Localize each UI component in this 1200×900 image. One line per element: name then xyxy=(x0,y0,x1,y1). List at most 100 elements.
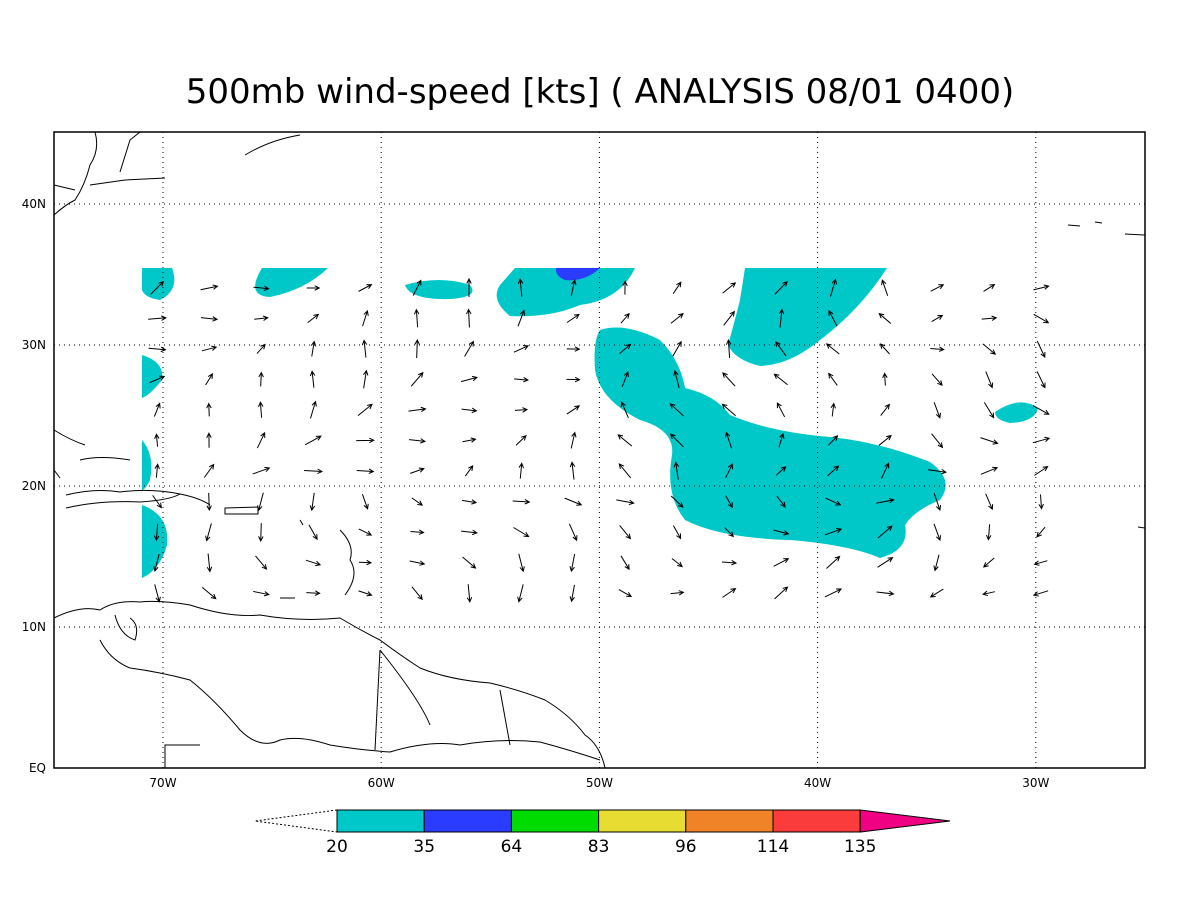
colorbar-label: 135 xyxy=(844,837,876,857)
wind-arrow xyxy=(619,343,632,354)
wind-arrow xyxy=(773,558,790,567)
colorbar-label: 20 xyxy=(326,837,348,857)
wind-arrow xyxy=(620,401,629,418)
wind-arrow xyxy=(205,373,214,386)
coastline xyxy=(1067,221,1146,529)
wind-arrow xyxy=(154,463,160,478)
wind-arrow xyxy=(255,555,268,570)
wind-arrow xyxy=(616,499,635,506)
wind-arrow xyxy=(513,527,530,538)
wind-arrow xyxy=(566,346,581,352)
shade-region xyxy=(496,268,635,317)
wind-arrow xyxy=(1036,371,1046,389)
wind-arrow xyxy=(258,371,264,387)
wind-arrow xyxy=(517,278,524,297)
wind-arrow xyxy=(670,590,685,596)
colorbar-segment xyxy=(423,809,512,833)
wind-arrow xyxy=(566,376,581,383)
wind-arrow xyxy=(670,495,684,508)
wind-arrow xyxy=(461,529,478,536)
wind-arrow xyxy=(358,559,373,566)
wind-arrow xyxy=(566,405,581,415)
wind-arrow xyxy=(153,523,160,542)
wind-arrow xyxy=(570,431,577,449)
coastline xyxy=(53,131,301,216)
wind-arrow xyxy=(880,462,890,479)
shade-region xyxy=(995,402,1038,423)
shade-region xyxy=(142,355,163,398)
wind-arrow xyxy=(826,555,841,569)
wind-arrow xyxy=(464,340,474,357)
wind-arrow xyxy=(518,553,525,573)
wind-arrow xyxy=(828,435,839,446)
x-tick-label: 30W xyxy=(1022,776,1049,790)
wind-arrow xyxy=(931,433,944,449)
wind-arrow xyxy=(877,525,893,539)
wind-arrow xyxy=(722,587,737,598)
colorbar-segment xyxy=(336,809,425,833)
shade-region xyxy=(142,505,168,578)
wind-arrow xyxy=(1032,405,1050,415)
wind-arrow xyxy=(776,402,786,418)
wind-arrow xyxy=(1034,466,1049,476)
wind-arrow xyxy=(200,316,219,322)
colorbar-over xyxy=(859,809,951,833)
wind-arrow xyxy=(569,584,575,603)
wind-arrow xyxy=(357,403,373,417)
wind-arrow xyxy=(877,557,894,568)
wind-arrow xyxy=(306,285,321,291)
wind-arrow xyxy=(203,463,215,478)
wind-arrow xyxy=(310,400,317,419)
colorbar-segment xyxy=(772,809,861,833)
wind-arrow xyxy=(773,529,790,536)
wind-arrow xyxy=(414,338,420,359)
wind-arrow xyxy=(517,584,524,603)
wind-arrow xyxy=(669,403,684,417)
wind-arrow xyxy=(825,497,842,506)
wind-arrow xyxy=(150,280,165,295)
wind-arrow xyxy=(980,437,999,445)
wind-arrow xyxy=(985,371,994,389)
wind-arrow xyxy=(878,312,892,324)
wind-arrow xyxy=(361,494,369,510)
wind-arrow xyxy=(201,586,217,600)
wind-arrow xyxy=(363,369,369,389)
coastline xyxy=(114,614,511,751)
wind-arrow xyxy=(152,495,162,509)
wind-arrow xyxy=(824,527,843,536)
wind-arrow xyxy=(673,369,680,389)
wind-arrow xyxy=(200,284,219,291)
wind-arrow xyxy=(256,343,266,354)
wind-arrow xyxy=(725,495,733,509)
shade-region xyxy=(142,440,152,490)
wind-arrow xyxy=(564,497,583,506)
wind-arrow xyxy=(928,468,947,475)
wind-arrow xyxy=(933,554,940,572)
shade-region xyxy=(405,280,473,300)
wind-shading xyxy=(142,268,1038,578)
map-title: 500mb wind-speed [kts] ( ANALYSIS 08/01 … xyxy=(186,72,1014,112)
wind-arrow xyxy=(773,373,788,386)
wind-arrow xyxy=(983,283,996,292)
wind-arrow xyxy=(309,492,316,512)
wind-arrow xyxy=(775,340,787,357)
wind-arrow xyxy=(725,431,733,449)
wind-arrow xyxy=(670,313,684,324)
shade-region xyxy=(555,268,600,281)
graticule xyxy=(54,132,1145,768)
wind-arrow xyxy=(1033,313,1050,324)
wind-arrow xyxy=(669,433,684,448)
wind-arrow xyxy=(776,495,786,508)
wind-arrow xyxy=(672,525,682,540)
wind-arrow xyxy=(721,559,738,566)
shade-region xyxy=(255,268,328,297)
wind-arrow xyxy=(828,372,838,386)
x-tick-label: 40W xyxy=(804,776,831,790)
wind-arrow xyxy=(774,586,789,600)
wind-arrow xyxy=(930,284,945,292)
wind-vectors xyxy=(148,277,1051,603)
wind-arrow xyxy=(149,375,166,384)
wind-arrow xyxy=(672,340,682,357)
shade-region xyxy=(142,268,175,300)
wind-arrow xyxy=(882,372,888,386)
